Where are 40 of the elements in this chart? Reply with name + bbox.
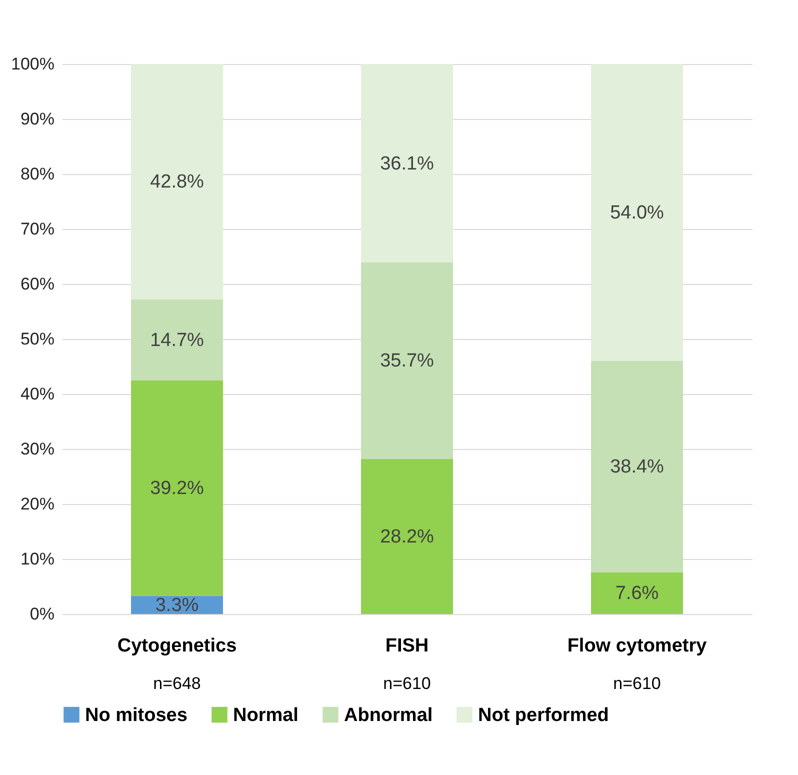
- bar: [131, 299, 223, 380]
- bar: [361, 262, 453, 459]
- y-tick-label: 100%: [11, 54, 54, 74]
- y-tick-label: 80%: [20, 164, 54, 184]
- bar: [591, 64, 683, 361]
- bar: [591, 572, 683, 614]
- text: n=648: [153, 674, 201, 693]
- data-label: 42.8%: [150, 172, 204, 193]
- data-label: 14.7%: [150, 330, 204, 351]
- legend-label: No mitoses: [85, 704, 188, 726]
- y-tick-label: 50%: [20, 330, 54, 348]
- y-tick-label: 30%: [20, 440, 54, 458]
- y-tick-label: 90%: [20, 110, 54, 128]
- data-label: 7.6%: [615, 583, 659, 604]
- data-label: 3.3%: [155, 594, 199, 616]
- y-tick-label: 20%: [20, 494, 54, 514]
- data-label: 38.4%: [610, 456, 664, 478]
- y-tick-label: 40%: [20, 384, 54, 404]
- data-label: 35.7%: [380, 350, 434, 372]
- data-label: 39.2%: [150, 478, 204, 500]
- y-tick-label: 10%: [20, 550, 54, 568]
- legend-label: Not performed: [478, 704, 609, 726]
- legend-label: Normal: [233, 704, 298, 726]
- y-tick-label: 70%: [20, 220, 54, 238]
- data-label: 54.0%: [610, 202, 664, 224]
- bar: [361, 64, 453, 263]
- bar: [131, 64, 223, 300]
- x-tick-label: Flow cytometry: [567, 636, 708, 656]
- data-label: 36.1%: [380, 153, 434, 174]
- legend-label: Abnormal: [344, 704, 433, 726]
- data-label: 28.2%: [380, 526, 434, 548]
- bar: [361, 458, 453, 614]
- y-tick-label: 60%: [20, 274, 54, 294]
- bar: [591, 361, 683, 572]
- text: n=610: [383, 674, 431, 693]
- y-tick-label: 0%: [30, 604, 54, 624]
- text: n=610: [613, 674, 661, 693]
- bar: [131, 380, 223, 596]
- x-tick-label: FISH: [385, 636, 429, 656]
- x-tick-label: Cytogenetics: [117, 636, 237, 656]
